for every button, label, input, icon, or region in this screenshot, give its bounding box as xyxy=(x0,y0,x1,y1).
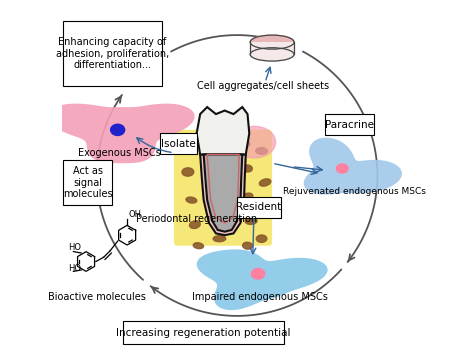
Ellipse shape xyxy=(228,137,239,144)
FancyBboxPatch shape xyxy=(63,21,162,86)
Ellipse shape xyxy=(176,140,185,148)
Text: Impaired endogenous MSCs: Impaired endogenous MSCs xyxy=(192,292,328,302)
Ellipse shape xyxy=(256,235,267,243)
Ellipse shape xyxy=(193,243,203,249)
Text: Isolate: Isolate xyxy=(161,139,196,149)
Ellipse shape xyxy=(259,179,271,186)
Ellipse shape xyxy=(242,193,253,200)
Text: Exogenous MSCs: Exogenous MSCs xyxy=(78,148,161,158)
Text: Act as
signal
molecules: Act as signal molecules xyxy=(63,166,113,199)
Ellipse shape xyxy=(260,207,270,214)
Ellipse shape xyxy=(210,187,222,192)
Text: Rejuvenated endogenous MSCs: Rejuvenated endogenous MSCs xyxy=(283,187,426,196)
Text: Increasing regeneration potential: Increasing regeneration potential xyxy=(117,327,291,338)
Text: Paracrine: Paracrine xyxy=(325,120,374,130)
Text: Resident: Resident xyxy=(237,202,282,212)
Text: HO: HO xyxy=(68,243,81,252)
Polygon shape xyxy=(200,154,246,235)
Ellipse shape xyxy=(250,48,294,61)
Ellipse shape xyxy=(243,165,252,172)
Ellipse shape xyxy=(245,218,257,224)
Text: Cell aggregates/cell sheets: Cell aggregates/cell sheets xyxy=(197,81,329,91)
FancyBboxPatch shape xyxy=(63,160,112,205)
Text: Enhancing capacity of
adhesion, proliferation,
differentiation...: Enhancing capacity of adhesion, prolifer… xyxy=(56,37,169,70)
Polygon shape xyxy=(48,104,195,163)
Ellipse shape xyxy=(238,140,250,148)
Ellipse shape xyxy=(337,164,348,173)
FancyBboxPatch shape xyxy=(160,133,197,154)
Ellipse shape xyxy=(213,236,226,242)
Ellipse shape xyxy=(182,168,194,176)
Ellipse shape xyxy=(202,151,215,158)
Ellipse shape xyxy=(210,214,222,221)
Ellipse shape xyxy=(251,269,264,279)
Text: Bioactive molecules: Bioactive molecules xyxy=(48,292,146,302)
Polygon shape xyxy=(197,107,249,154)
Ellipse shape xyxy=(186,197,197,203)
Polygon shape xyxy=(304,138,402,194)
Polygon shape xyxy=(204,154,242,232)
Ellipse shape xyxy=(190,221,200,229)
Ellipse shape xyxy=(256,148,267,154)
Ellipse shape xyxy=(250,35,294,49)
FancyBboxPatch shape xyxy=(325,114,374,135)
Ellipse shape xyxy=(110,124,125,135)
FancyBboxPatch shape xyxy=(123,321,284,344)
Polygon shape xyxy=(197,250,328,310)
FancyBboxPatch shape xyxy=(174,130,272,246)
Ellipse shape xyxy=(234,126,275,158)
Text: Periodontal regeneration: Periodontal regeneration xyxy=(136,214,257,224)
Ellipse shape xyxy=(221,137,232,144)
FancyBboxPatch shape xyxy=(237,197,281,218)
PathPatch shape xyxy=(250,42,294,54)
Text: HO: HO xyxy=(68,264,81,273)
Text: OH: OH xyxy=(129,210,142,219)
Ellipse shape xyxy=(243,242,253,249)
